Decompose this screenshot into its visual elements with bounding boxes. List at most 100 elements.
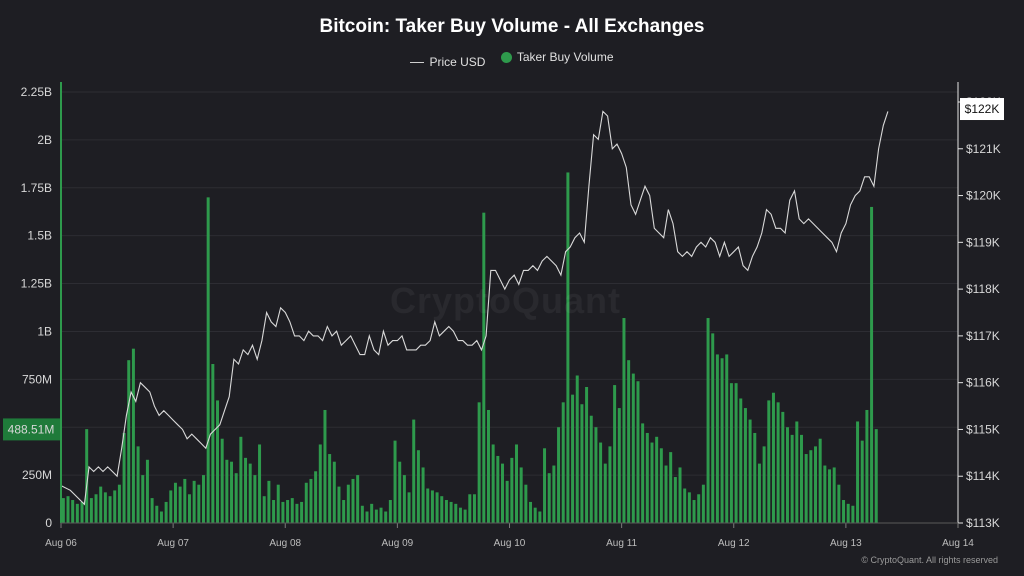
x-tick-label: Aug 14 (942, 538, 974, 549)
volume-bar (216, 400, 220, 523)
volume-bar (286, 500, 290, 523)
volume-bar (828, 469, 832, 523)
volume-bar (173, 482, 177, 523)
volume-bar (332, 461, 336, 523)
volume-bar (248, 463, 252, 523)
volume-bar (426, 488, 430, 523)
volume-bar (580, 404, 584, 523)
volume-bar (267, 480, 271, 523)
price-line (60, 110, 889, 506)
volume-bar (865, 409, 869, 523)
volume-bar (575, 375, 579, 523)
volume-bar (117, 484, 121, 523)
legend-line-swatch (410, 61, 425, 63)
volume-bar (272, 500, 276, 523)
volume-bar (131, 348, 135, 523)
volume-bar (776, 402, 780, 523)
y-left-tick-label: 2B (37, 133, 52, 147)
volume-bar (818, 438, 822, 523)
volume-bar (449, 501, 453, 523)
volume-bar (715, 354, 719, 523)
volume-bar (164, 501, 168, 523)
volume-bar (543, 448, 547, 523)
y-left-tick-label: 750M (22, 372, 52, 386)
legend-item-price[interactable]: Price USD (410, 55, 485, 69)
volume-bar (374, 509, 378, 523)
volume-bar (304, 482, 308, 523)
legend-price-label: Price USD (429, 55, 486, 69)
volume-bar (594, 427, 598, 523)
volume-bar (538, 511, 542, 523)
volume-bar (561, 402, 565, 523)
volume-bar (183, 478, 187, 523)
volume-bar (725, 354, 729, 523)
volume-bar (842, 500, 846, 523)
y-left-tick-label: 1.25B (21, 277, 52, 291)
volume-bar (837, 484, 841, 523)
volume-bar (342, 500, 346, 523)
volume-bar (697, 494, 701, 523)
volume-bar (519, 467, 523, 523)
volume-bar (150, 498, 154, 523)
volume-bar (113, 490, 117, 523)
volume-bar (309, 478, 313, 523)
volume-bar (127, 360, 131, 523)
volume-bar (589, 415, 593, 523)
y-right-tick-label: $119K (966, 235, 1000, 249)
volume-bar (706, 318, 710, 523)
y-left-tick-label: 250M (22, 468, 52, 482)
volume-bar (398, 461, 402, 523)
x-tick-label: Aug 13 (830, 538, 862, 549)
volume-bar (318, 444, 322, 523)
current-price-badge (960, 98, 1004, 121)
y-left-tick-label: 1.5B (27, 229, 52, 243)
volume-bar (486, 409, 490, 523)
volume-bar (370, 503, 374, 523)
volume-bar (103, 492, 107, 523)
volume-bar (206, 197, 210, 523)
volume-bar (384, 511, 388, 523)
volume-bar (482, 212, 486, 523)
legend-dot-swatch (500, 51, 512, 63)
volume-bar (323, 409, 327, 523)
volume-bar (613, 385, 617, 523)
volume-bar (753, 432, 757, 523)
volume-bar (603, 463, 607, 523)
volume-bar (346, 484, 350, 523)
volume-bar (729, 383, 733, 523)
volume-bar (664, 465, 668, 523)
volume-bar (71, 500, 75, 523)
current-volume-label: 488.51M (8, 422, 55, 436)
volume-bar (244, 457, 248, 523)
volume-bar (159, 511, 163, 523)
volume-bar (846, 503, 850, 523)
y-right-tick-label: $117K (966, 329, 1000, 343)
watermark: CryptoQuant (390, 280, 621, 321)
volume-bar (314, 471, 318, 523)
volume-bar (472, 494, 476, 523)
volume-bar (720, 358, 724, 523)
volume-bar (809, 450, 813, 523)
volume-bar (122, 432, 126, 523)
current-price-label: $122K (965, 102, 1000, 116)
volume-bar (136, 446, 140, 523)
volume-bar (781, 411, 785, 523)
volume-bar (187, 494, 191, 523)
volume-bar (440, 496, 444, 523)
volume-bar (300, 501, 304, 523)
y-right-tick-label: $120K (966, 189, 1001, 203)
volume-bar (799, 434, 803, 523)
volume-bar (225, 459, 229, 523)
volume-bar (239, 436, 243, 523)
volume-bar (458, 507, 462, 523)
legend-item-volume[interactable]: Taker Buy Volume (500, 50, 614, 64)
volume-bar (365, 511, 369, 523)
volume-bar (421, 467, 425, 523)
volume-bar (468, 494, 472, 523)
y-right-tick-label: $115K (966, 422, 1000, 436)
volume-bar (529, 501, 533, 523)
volume-bar (477, 402, 481, 523)
volume-bar (585, 386, 589, 523)
x-tick-label: Aug 06 (45, 538, 77, 549)
